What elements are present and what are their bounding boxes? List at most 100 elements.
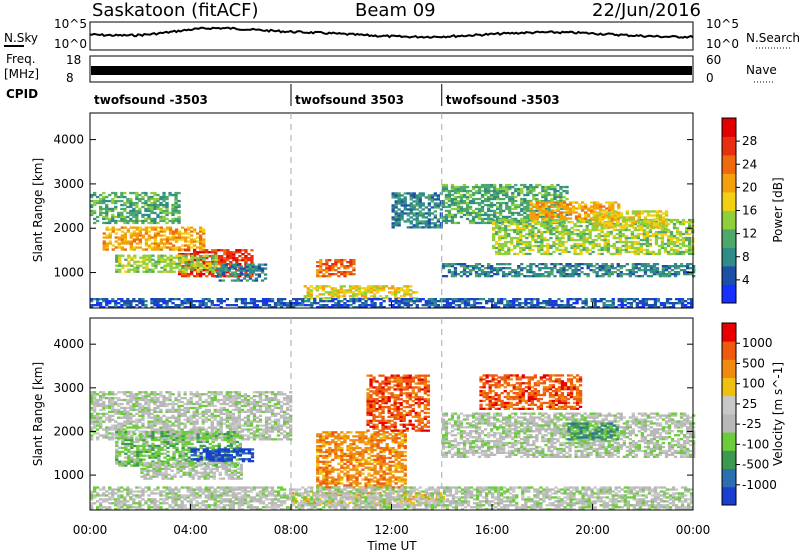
power-cell <box>522 220 526 224</box>
velocity-cell <box>213 391 217 394</box>
power-cell <box>123 226 127 229</box>
power-cell <box>105 248 109 251</box>
power-cell <box>120 240 124 243</box>
power-cell <box>224 267 228 270</box>
power-cell <box>474 185 479 189</box>
power-cell <box>427 210 431 213</box>
power-cell <box>499 207 503 211</box>
power-cell <box>561 248 565 252</box>
power-cell <box>541 273 545 276</box>
power-cell <box>175 266 179 269</box>
power-cell <box>205 266 209 269</box>
power-cell <box>618 228 622 232</box>
power-cell <box>366 289 371 292</box>
power-cell <box>552 218 556 222</box>
power-cell <box>190 268 194 271</box>
power-cell <box>198 304 202 307</box>
power-cell <box>604 226 608 229</box>
power-cell <box>263 267 268 270</box>
power-cell <box>102 248 106 251</box>
power-cell <box>509 304 513 307</box>
velocity-cell <box>228 424 232 427</box>
power-cell <box>532 187 536 191</box>
power-cell <box>360 291 365 294</box>
power-cell <box>511 185 515 189</box>
power-cell <box>588 252 592 256</box>
velocity-cell <box>180 404 184 408</box>
velocity-cell <box>162 398 166 402</box>
power-cell <box>547 215 552 218</box>
power-cell <box>495 230 499 234</box>
power-cell <box>490 213 494 217</box>
power-cell <box>327 291 331 294</box>
power-cell <box>409 289 413 292</box>
power-cell <box>556 207 561 210</box>
power-cell <box>144 304 148 307</box>
power-cell <box>447 197 452 201</box>
power-cell <box>666 228 671 232</box>
power-cell <box>604 263 608 266</box>
power-cell <box>160 258 164 261</box>
power-cell <box>675 220 680 224</box>
power-cell <box>596 306 600 309</box>
power-cell <box>595 273 599 276</box>
power-cell <box>587 207 591 210</box>
power-cell <box>453 267 458 270</box>
power-cell <box>166 262 170 265</box>
power-cell <box>553 191 557 195</box>
power-cell <box>650 306 655 309</box>
velocity-cell <box>108 436 112 439</box>
power-cell <box>611 304 615 307</box>
power-cell <box>162 203 166 207</box>
power-cell <box>165 228 170 231</box>
velocity-cell <box>156 400 160 404</box>
power-cell <box>93 298 97 301</box>
power-cell <box>351 293 356 296</box>
power-cell <box>661 271 666 274</box>
power-cell <box>562 201 567 204</box>
power-cell <box>601 210 605 213</box>
power-cell <box>504 242 508 246</box>
power-cell <box>526 187 530 191</box>
power-cell <box>543 230 547 234</box>
power-cell <box>144 240 149 243</box>
power-cell <box>672 236 677 240</box>
power-cell <box>114 232 118 235</box>
power-cell <box>516 242 520 246</box>
power-cell <box>346 265 350 268</box>
velocity-cell <box>99 395 103 398</box>
power-cell <box>220 261 224 264</box>
power-cell <box>562 205 567 208</box>
power-cell <box>599 203 603 206</box>
power-cell <box>517 193 521 197</box>
power-cell <box>589 263 593 266</box>
power-cell <box>126 302 130 305</box>
power-cell <box>391 226 395 229</box>
velocity-cell <box>219 420 223 423</box>
power-cell <box>174 197 178 201</box>
velocity-cell <box>222 398 226 402</box>
power-cell <box>102 215 106 219</box>
power-cell <box>102 211 106 215</box>
power-cell <box>640 222 644 225</box>
power-cell <box>334 269 338 272</box>
power-cell <box>529 269 533 272</box>
power-cell <box>571 201 576 204</box>
power-cell <box>160 254 164 257</box>
power-cell <box>187 232 191 235</box>
power-cell <box>162 217 166 221</box>
power-cell <box>557 298 561 301</box>
power-cell <box>310 304 314 307</box>
power-cell <box>501 218 505 222</box>
power-cell <box>214 249 218 252</box>
power-cell <box>672 224 677 228</box>
power-cell <box>276 302 281 305</box>
velocity-cell <box>219 393 223 396</box>
power-cell <box>331 304 335 307</box>
power-cell <box>105 203 109 207</box>
velocity-cell <box>135 412 139 415</box>
power-cell <box>554 300 558 303</box>
power-cell <box>120 199 124 203</box>
power-cell <box>111 217 115 221</box>
velocity-cell <box>108 428 112 431</box>
